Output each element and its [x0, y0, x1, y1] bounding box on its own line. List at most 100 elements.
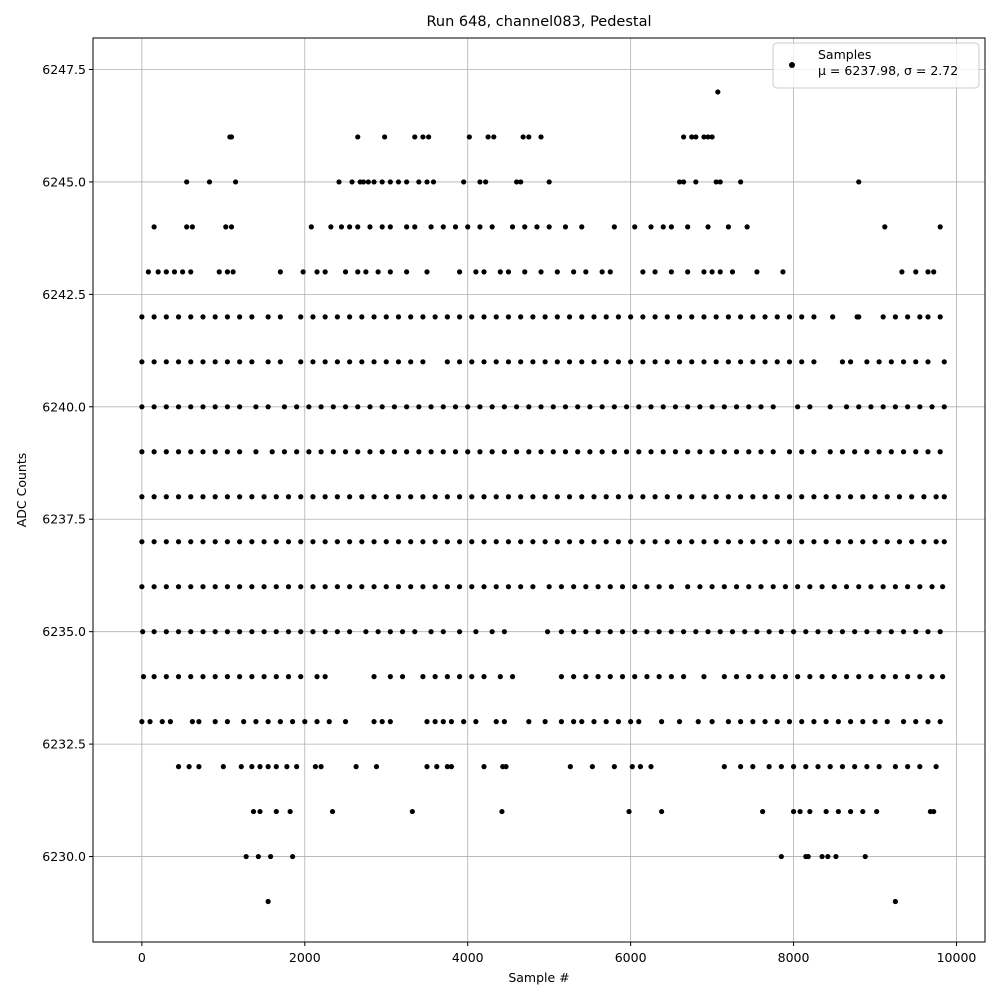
data-point — [542, 719, 548, 725]
data-point — [489, 224, 495, 230]
data-point — [175, 674, 182, 680]
data-point — [200, 494, 206, 500]
data-point — [733, 404, 740, 410]
data-point — [742, 629, 748, 635]
data-point — [689, 134, 695, 140]
data-point — [249, 629, 255, 635]
data-point — [656, 674, 662, 680]
data-point — [145, 269, 151, 275]
data-point — [579, 494, 585, 500]
data-point — [383, 494, 389, 500]
y-tick-label: 6245.0 — [42, 174, 86, 189]
data-point — [591, 719, 597, 725]
data-point — [212, 674, 218, 680]
data-point — [489, 629, 495, 635]
data-point — [518, 179, 524, 185]
data-point — [285, 584, 292, 590]
data-point — [140, 674, 147, 680]
data-point — [864, 764, 870, 770]
data-point — [224, 674, 231, 680]
y-tick-label: 6235.0 — [42, 624, 86, 639]
data-point — [188, 629, 194, 635]
data-point — [216, 269, 222, 275]
data-point — [583, 584, 589, 590]
data-point — [139, 314, 145, 320]
data-point — [409, 808, 415, 815]
data-point — [636, 404, 642, 410]
data-point — [762, 494, 768, 500]
data-point — [428, 224, 434, 230]
data-point — [780, 269, 786, 275]
data-point — [314, 674, 320, 680]
data-point — [151, 404, 157, 410]
data-point — [440, 719, 446, 725]
data-point — [167, 719, 173, 725]
data-point — [298, 314, 304, 320]
legend-stats: μ = 6237.98, σ = 2.72 — [818, 63, 958, 78]
data-point — [750, 764, 756, 770]
data-point — [762, 314, 768, 320]
data-point — [689, 314, 695, 320]
data-point — [847, 808, 854, 815]
data-point — [725, 224, 732, 230]
data-point — [782, 674, 789, 680]
data-point — [530, 584, 536, 590]
data-point — [758, 404, 764, 410]
data-point — [326, 719, 332, 725]
data-point — [860, 808, 866, 815]
data-point — [481, 269, 487, 275]
data-point — [676, 539, 683, 545]
x-axis-ticks: 0 2000 4000 6000 8000 10000 — [138, 942, 977, 965]
data-point — [298, 539, 304, 545]
data-point — [900, 359, 907, 365]
data-point — [334, 359, 340, 365]
data-point — [839, 359, 846, 365]
data-point — [566, 539, 573, 545]
data-points — [139, 89, 947, 905]
data-point — [721, 764, 727, 770]
y-tick-label: 6237.5 — [42, 512, 86, 527]
data-point — [465, 449, 471, 455]
data-point — [705, 224, 711, 230]
data-point — [147, 719, 153, 725]
data-point — [835, 494, 841, 500]
data-point — [852, 629, 858, 635]
data-point — [892, 314, 898, 320]
data-point — [375, 629, 381, 635]
data-point — [579, 719, 585, 725]
y-axis-ticks: 6230.0 6232.5 6235.0 6237.5 6240.0 6242.5 6245… — [42, 62, 93, 864]
data-point — [799, 539, 805, 545]
data-point — [342, 449, 349, 455]
data-point — [819, 853, 825, 860]
data-point — [660, 224, 666, 230]
data-point — [371, 179, 377, 185]
data-point — [501, 404, 507, 410]
data-point — [249, 674, 255, 680]
legend-marker — [789, 62, 795, 68]
data-point — [526, 449, 532, 455]
data-point — [937, 314, 943, 320]
y-tick-label: 6230.0 — [42, 849, 86, 864]
data-point — [611, 764, 617, 770]
data-point — [725, 539, 732, 545]
data-point — [913, 449, 919, 455]
data-point — [241, 719, 247, 725]
data-point — [790, 629, 797, 635]
data-point — [163, 584, 169, 590]
data-point — [611, 224, 617, 230]
data-point — [432, 539, 438, 545]
data-point — [591, 494, 597, 500]
data-point — [180, 269, 186, 275]
data-point — [444, 674, 450, 680]
data-point — [426, 134, 432, 140]
data-point — [420, 359, 426, 365]
data-point — [501, 449, 507, 455]
data-point — [925, 359, 931, 365]
data-point — [404, 179, 410, 185]
data-point — [298, 359, 304, 365]
data-point — [395, 314, 402, 320]
x-tick-label: 10000 — [937, 950, 977, 965]
data-point — [522, 269, 528, 275]
data-point — [151, 539, 157, 545]
data-point — [664, 539, 670, 545]
